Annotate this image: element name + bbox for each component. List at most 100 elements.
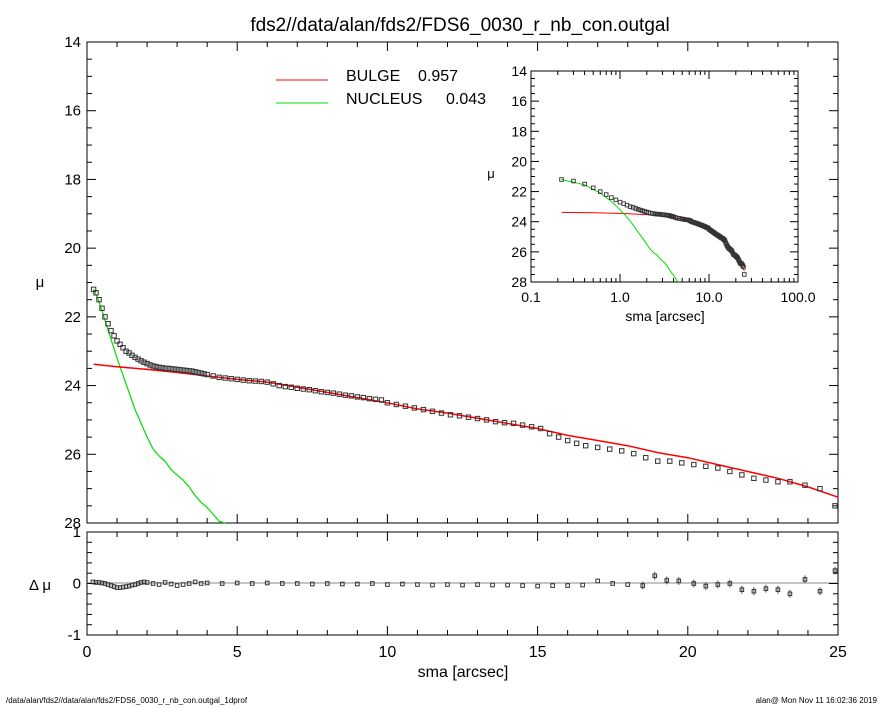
legend-nucleus-value: 0.043 xyxy=(446,91,486,108)
main-y-tick-label: 16 xyxy=(64,103,81,120)
bulge-series-line xyxy=(93,363,839,498)
data-point xyxy=(802,482,808,488)
data-point xyxy=(546,430,553,437)
data-point xyxy=(438,410,445,416)
data-point xyxy=(537,425,544,432)
residual-point xyxy=(204,580,210,586)
data-point xyxy=(447,412,454,418)
data-point xyxy=(288,384,294,390)
data-point xyxy=(555,434,562,440)
data-point xyxy=(573,440,580,446)
data-point xyxy=(366,395,373,402)
inset-y-tick-label: 28 xyxy=(511,274,527,290)
data-point xyxy=(111,333,117,339)
residual-y-tick-label: -1 xyxy=(68,627,81,644)
residual-point xyxy=(111,584,117,589)
residual-point xyxy=(144,580,150,585)
residual-point xyxy=(625,582,631,587)
residual-point xyxy=(355,581,360,587)
residual-point xyxy=(715,582,721,587)
data-point xyxy=(108,327,114,334)
data-point xyxy=(402,403,409,409)
residual-point xyxy=(460,582,465,588)
inset-y-tick-label: 24 xyxy=(511,214,527,230)
inset-data-point xyxy=(598,189,603,194)
inset-data-point xyxy=(609,195,614,200)
residual-axis-ticks xyxy=(86,531,839,636)
data-point xyxy=(354,394,361,400)
data-point xyxy=(372,396,379,403)
residual-point xyxy=(168,581,174,587)
data-point xyxy=(177,367,183,373)
data-point xyxy=(606,446,613,452)
residual-point xyxy=(565,583,570,588)
residual-point xyxy=(832,568,838,573)
residual-x-tick-label: 15 xyxy=(529,644,547,661)
residual-point xyxy=(117,585,123,590)
data-point xyxy=(348,393,355,399)
inset-y-tick-label: 14 xyxy=(511,63,527,79)
residual-point xyxy=(141,579,147,585)
data-point xyxy=(643,455,649,461)
residual-point xyxy=(415,582,420,587)
data-point xyxy=(775,479,781,485)
data-point xyxy=(99,305,105,311)
data-point xyxy=(619,448,625,454)
data-point xyxy=(483,417,490,423)
main-panel: 14 16 18 20 22 24 26 28 μ BULGE 0.957 NUCLEUS 0… xyxy=(36,34,839,532)
residual-point xyxy=(640,583,646,588)
residual-point xyxy=(264,580,270,586)
residual-x-tick-label: 20 xyxy=(679,644,697,661)
data-point xyxy=(171,366,177,372)
data-point xyxy=(240,377,246,383)
data-point xyxy=(168,366,174,372)
data-point xyxy=(384,400,391,406)
inset-y-tick-label: 20 xyxy=(511,153,527,169)
data-point xyxy=(138,358,144,364)
inset-y-tick-label: 22 xyxy=(511,184,527,200)
inset-y-tick-labels: 14 16 18 20 22 24 26 28 xyxy=(511,63,527,290)
data-point xyxy=(474,415,481,422)
data-point xyxy=(832,503,838,509)
data-point xyxy=(246,378,252,384)
data-point xyxy=(117,341,123,348)
data-point xyxy=(102,314,108,320)
residual-point xyxy=(114,585,120,590)
data-point xyxy=(528,424,535,430)
residual-point xyxy=(135,581,141,586)
residual-point xyxy=(93,580,99,585)
data-point xyxy=(456,413,463,419)
residual-point xyxy=(234,580,240,586)
data-point xyxy=(270,381,276,387)
residual-y-tick-labels: -1 0 1 xyxy=(68,524,81,644)
residual-y-tick-label: 1 xyxy=(73,524,81,541)
residual-x-tick-label: 10 xyxy=(379,644,397,661)
residual-y-tick-label: 0 xyxy=(73,576,81,593)
residual-point xyxy=(610,581,616,586)
residual-point xyxy=(676,578,682,584)
residual-point xyxy=(129,582,135,588)
residual-point xyxy=(703,583,709,589)
residual-point xyxy=(294,581,300,586)
data-point xyxy=(300,386,306,392)
data-point xyxy=(228,376,234,382)
residual-point xyxy=(520,583,525,588)
legend-bulge-value: 0.957 xyxy=(418,68,458,85)
inset-y-tick-label: 16 xyxy=(511,93,527,109)
residual-point xyxy=(595,578,600,584)
data-point xyxy=(294,385,300,392)
data-point xyxy=(210,373,216,379)
main-y-tick-labels: 14 16 18 20 22 24 26 28 xyxy=(64,34,81,532)
main-y-tick-label: 18 xyxy=(64,171,81,188)
data-point xyxy=(162,365,168,372)
residual-point xyxy=(340,581,345,587)
residual-data-points xyxy=(90,566,838,598)
data-point xyxy=(594,444,601,451)
residual-point xyxy=(180,582,186,587)
residual-point xyxy=(192,579,198,585)
residual-point xyxy=(102,581,108,586)
inset-panel: 14 16 18 20 22 24 26 28 0.1 1.0 10.0 100.0 μ sma [… xyxy=(487,63,815,324)
data-point xyxy=(198,370,204,376)
inset-x-axis-label: sma [arcsec] xyxy=(625,308,704,324)
